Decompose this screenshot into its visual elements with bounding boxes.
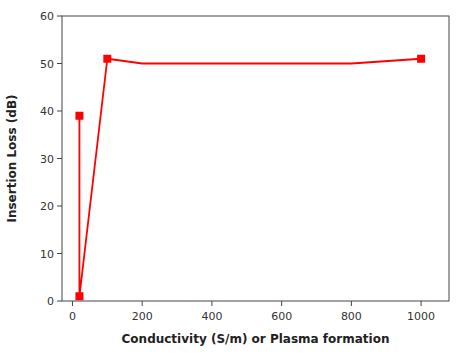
y-tick-label: 30 — [40, 153, 54, 166]
y-axis-label: Insertion Loss (dB) — [5, 94, 19, 222]
x-tick — [142, 301, 143, 306]
x-tick-label: 400 — [201, 310, 222, 323]
y-tick-label: 40 — [40, 105, 54, 118]
x-tick-label: 600 — [271, 310, 292, 323]
marker — [75, 112, 83, 120]
chart-container: 0 200 400 600 800 1000 0 10 20 30 40 50 60 Conductivi… — [0, 0, 467, 353]
x-tick-label: 0 — [69, 310, 76, 323]
y-tick — [57, 63, 62, 64]
plot-frame — [62, 16, 449, 301]
x-tick-label: 200 — [132, 310, 153, 323]
x-tick — [211, 301, 212, 306]
y-tick-label: 0 — [47, 295, 54, 308]
x-axis-label: Conductivity (S/m) or Plasma formation — [122, 332, 390, 346]
background — [0, 0, 467, 353]
y-tick — [57, 253, 62, 254]
plot-area — [75, 55, 425, 301]
x-tick-label: 800 — [341, 310, 362, 323]
y-tick — [57, 158, 62, 159]
x-tick — [351, 301, 352, 306]
chart: 0 200 400 600 800 1000 0 10 20 30 40 50 60 Conductivi… — [0, 0, 467, 353]
y-tick-label: 20 — [40, 200, 54, 213]
marker — [103, 55, 111, 63]
x-tick — [281, 301, 282, 306]
y-tick — [57, 301, 62, 302]
x-tick-label: 1000 — [407, 310, 435, 323]
y-tick-label: 10 — [40, 248, 54, 261]
y-tick — [57, 16, 62, 17]
y-tick — [57, 206, 62, 207]
x-tick — [421, 301, 422, 306]
y-tick — [57, 111, 62, 112]
x-tick — [72, 301, 73, 306]
marker — [75, 292, 83, 300]
y-tick-label: 60 — [40, 10, 54, 23]
line — [79, 59, 421, 297]
y-tick-label: 50 — [40, 58, 54, 71]
marker — [417, 55, 425, 63]
